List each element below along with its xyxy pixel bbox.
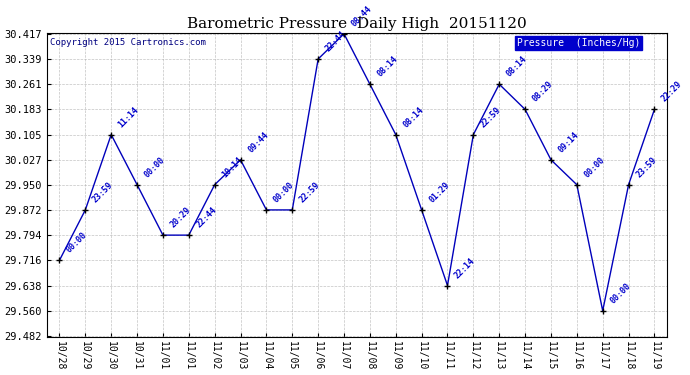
Text: 00:00: 00:00 xyxy=(143,155,167,179)
Text: 00:00: 00:00 xyxy=(609,281,632,305)
Text: Pressure  (Inches/Hg): Pressure (Inches/Hg) xyxy=(517,38,640,48)
Text: 00:00: 00:00 xyxy=(272,180,296,204)
Text: 01:29: 01:29 xyxy=(427,180,451,204)
Text: 10:14: 10:14 xyxy=(220,155,244,179)
Text: 20:29: 20:29 xyxy=(168,206,193,230)
Text: 08:14: 08:14 xyxy=(402,105,425,129)
Text: 08:29: 08:29 xyxy=(531,80,555,104)
Text: 00:00: 00:00 xyxy=(582,155,607,179)
Text: 11:14: 11:14 xyxy=(117,105,141,129)
Text: 22:14: 22:14 xyxy=(453,256,477,280)
Text: 22:59: 22:59 xyxy=(298,180,322,204)
Text: 23:59: 23:59 xyxy=(634,155,658,179)
Text: 00:00: 00:00 xyxy=(65,231,89,255)
Text: 23:59: 23:59 xyxy=(91,180,115,204)
Text: 22:44: 22:44 xyxy=(324,29,348,54)
Text: 08:14: 08:14 xyxy=(505,55,529,79)
Text: 22:59: 22:59 xyxy=(479,105,503,129)
Text: 08:14: 08:14 xyxy=(375,55,400,79)
Text: 08:44: 08:44 xyxy=(350,4,373,28)
Text: 22:29: 22:29 xyxy=(660,80,684,104)
Text: 09:44: 09:44 xyxy=(246,130,270,154)
Text: Copyright 2015 Cartronics.com: Copyright 2015 Cartronics.com xyxy=(50,38,206,47)
Text: 22:44: 22:44 xyxy=(195,206,219,230)
Text: 09:14: 09:14 xyxy=(557,130,580,154)
Title: Barometric Pressure  Daily High  20151120: Barometric Pressure Daily High 20151120 xyxy=(187,16,527,31)
